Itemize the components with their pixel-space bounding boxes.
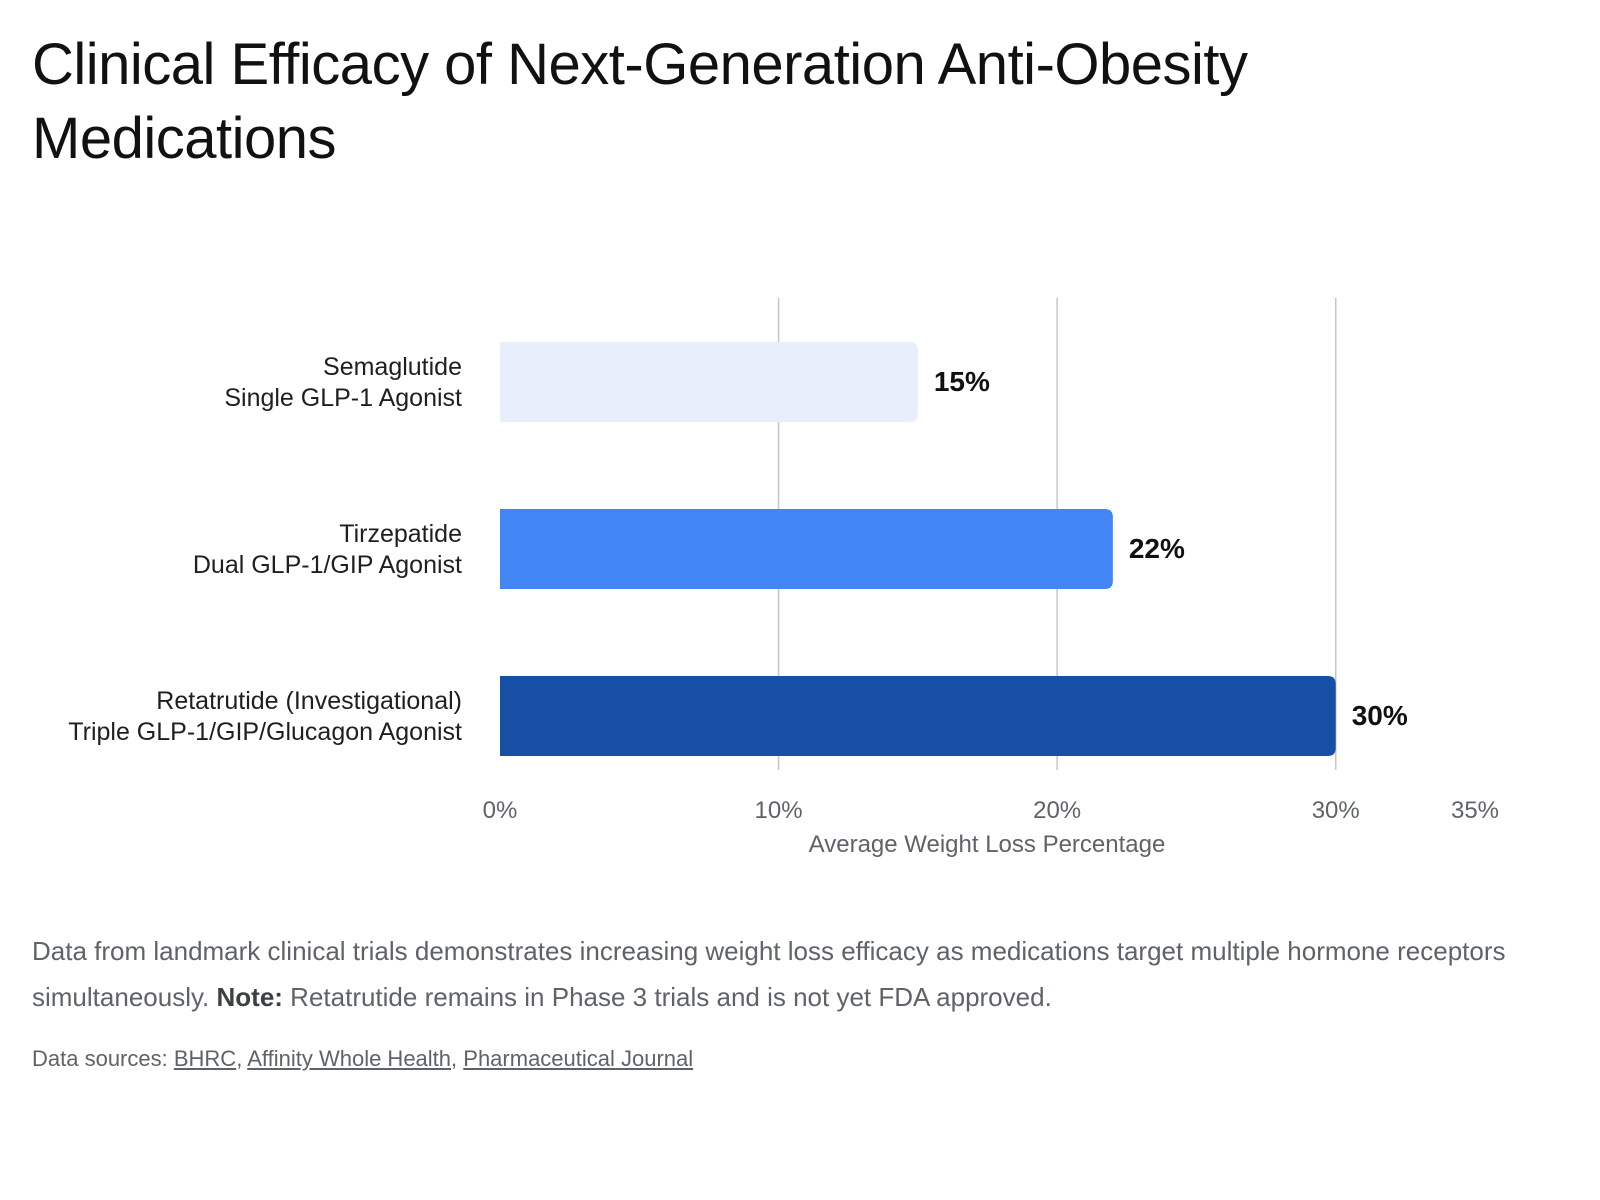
category-label: Retatrutide (Investigational) <box>156 687 462 715</box>
source-link-affinity-whole-health[interactable]: Affinity Whole Health <box>247 1046 452 1071</box>
bar-chart: 0% 10% 20% 30% 35% 15% Semaglutide Single GLP-1… <box>68 298 1499 858</box>
sources-prefix: Data sources: <box>32 1046 168 1071</box>
data-label: 22% <box>1129 533 1185 564</box>
bar-semaglutide <box>500 342 918 422</box>
data-sources: Data sources: BHRC, Affinity Whole Healt… <box>32 1046 694 1071</box>
category-sublabel: Dual GLP-1/GIP Agonist <box>193 551 462 579</box>
x-tick-label: 0% <box>483 797 518 824</box>
source-link-bhrc[interactable]: BHRC <box>173 1046 237 1071</box>
x-tick-label: 35% <box>1451 797 1499 824</box>
x-tick-label: 10% <box>755 797 803 824</box>
x-tick-label: 20% <box>1033 797 1081 824</box>
bar-retatrutide <box>500 676 1336 756</box>
data-label: 30% <box>1352 700 1408 731</box>
x-tick-label: 30% <box>1312 797 1360 824</box>
page-title: Clinical Efficacy of Next-Generation Ant… <box>32 32 1248 171</box>
note-label: Note: <box>216 982 283 1012</box>
source-link-pharmaceutical-journal[interactable]: Pharmaceutical Journal <box>463 1046 694 1071</box>
chart-description: Data from landmark clinical trials demon… <box>32 928 1552 1020</box>
data-label: 15% <box>934 366 990 397</box>
description-text: Data from landmark clinical trials demon… <box>32 936 1506 1012</box>
bar-tirzepatide <box>500 509 1113 589</box>
note-text: Retatrutide remains in Phase 3 trials an… <box>290 982 1052 1012</box>
category-label: Semaglutide <box>323 353 462 381</box>
bars <box>500 342 1336 756</box>
x-axis-title: Average Weight Loss Percentage <box>809 831 1166 858</box>
category-sublabel: Triple GLP-1/GIP/Glucagon Agonist <box>68 718 462 746</box>
labels: 0% 10% 20% 30% 35% 15% Semaglutide Single GLP-1… <box>68 353 1499 824</box>
category-label: Tirzepatide <box>339 520 462 548</box>
category-sublabel: Single GLP-1 Agonist <box>224 384 462 412</box>
